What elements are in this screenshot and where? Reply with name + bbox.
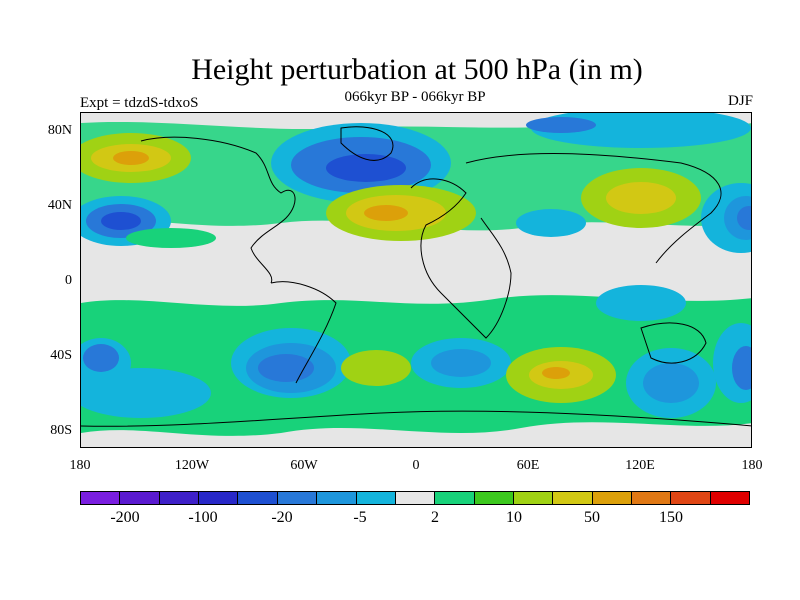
y-tick-label: 40N [47,198,72,213]
colorbar-swatch [120,492,160,504]
x-tick-label: 180 [69,458,91,473]
x-tick-label: 120E [625,458,655,473]
plot-subtitle: 066kyr BP - 066kyr BP [344,89,486,105]
plot-title: Height perturbation at 500 hPa (in m) [191,53,643,86]
colorbar [80,491,750,505]
coastlines [81,126,751,427]
x-tick-label: 120W [174,458,210,473]
colorbar-swatch [238,492,278,504]
colorbar-tick-label: 50 [584,509,600,526]
map-panel [80,112,752,448]
x-tick-label: 0 [412,458,420,473]
colorbar-swatch [710,492,750,504]
colorbar-swatch [671,492,711,504]
field-regions [81,113,751,436]
colorbar-swatch [553,492,593,504]
colorbar-tick-label: -5 [353,509,367,526]
colorbar-tick-label: -100 [188,509,218,526]
colorbar-swatch [435,492,475,504]
x-tick-label: 180 [741,458,763,473]
colorbar-tick-label: -20 [271,509,293,526]
colorbar-swatch [356,492,396,504]
colorbar-swatch [395,492,436,504]
season-label: DJF [727,93,753,109]
y-tick-label: 80S [50,423,72,438]
colorbar-swatch [513,492,554,504]
colorbar-tick-label: 150 [659,509,683,526]
height-perturbation-map [81,113,751,447]
colorbar-tick-label: 10 [506,509,522,526]
colorbar-swatch [277,492,318,504]
experiment-label: Expt = tdzdS-tdxoS [80,95,199,111]
colorbar-tick-label: 2 [431,509,439,526]
y-tick-label: 0 [65,273,72,288]
colorbar-swatch [199,492,239,504]
colorbar-swatch [317,492,357,504]
colorbar-tick-label: -200 [110,509,140,526]
y-tick-label: 40S [50,348,72,363]
colorbar-swatch [474,492,514,504]
colorbar-swatch [632,492,672,504]
x-tick-label: 60W [290,458,318,473]
y-tick-label: 80N [47,123,72,138]
x-tick-label: 60E [516,458,540,473]
colorbar-swatch [159,492,200,504]
colorbar-swatch [592,492,633,504]
colorbar-swatch [81,492,121,504]
